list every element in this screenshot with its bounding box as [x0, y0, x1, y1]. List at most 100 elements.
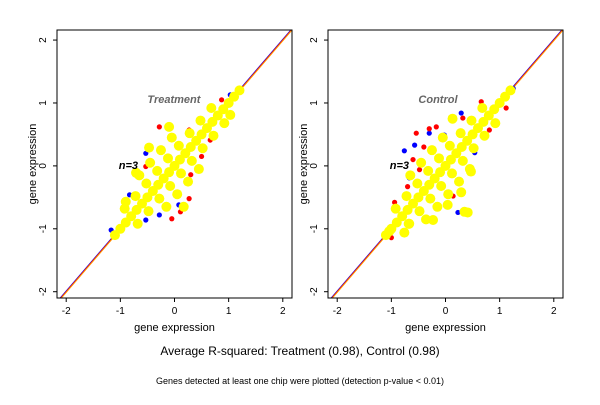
red-point	[416, 167, 423, 173]
yellow-point	[384, 226, 395, 237]
yellow-point	[195, 115, 206, 126]
blue-point	[412, 142, 418, 148]
control-panel: Control n=3 -2 -1 0 1 2 -2 -1 0 1 2 gene expression g…	[298, 29, 564, 334]
x-tick-label: -2	[333, 306, 342, 317]
yellow-point	[454, 176, 465, 187]
blue-point	[458, 110, 464, 116]
yellow-point	[416, 157, 427, 168]
yellow-point	[462, 207, 473, 218]
yellow-point	[178, 201, 189, 212]
yellow-point	[186, 155, 197, 166]
x-tick-label: -1	[387, 306, 396, 317]
y-tick-label: 2	[309, 37, 320, 43]
yellow-point	[183, 176, 194, 187]
yellow-point	[399, 227, 410, 238]
panel-title: Control	[418, 94, 458, 106]
identity-line	[331, 30, 563, 298]
yellow-point	[120, 196, 131, 207]
red-point	[460, 115, 466, 121]
identity-line	[331, 30, 563, 298]
yellow-point	[131, 167, 142, 178]
yellow-point	[428, 214, 439, 225]
yellow-point	[404, 218, 415, 229]
blue-point	[455, 209, 461, 216]
yellow-point	[479, 130, 490, 141]
blue-point	[143, 217, 149, 223]
red-point	[156, 124, 162, 130]
x-tick-label: 0	[443, 306, 449, 317]
yellow-point	[161, 201, 172, 212]
red-point	[503, 105, 509, 111]
yellow-point	[505, 85, 516, 96]
yellow-point	[166, 132, 177, 143]
y-tick-label: 2	[38, 37, 49, 43]
r-squared-summary: Average R-squared: Treatment (0.98), Con…	[160, 344, 439, 358]
yellow-point	[465, 166, 476, 177]
plot-area	[330, 30, 563, 298]
yellow-point	[141, 178, 152, 189]
yellow-point	[234, 85, 245, 96]
yellow-point	[444, 140, 455, 151]
yellow-point	[197, 143, 208, 154]
yellow-point	[132, 218, 143, 229]
blue-point	[401, 148, 407, 154]
plot-area	[59, 30, 292, 298]
yellow-point	[225, 109, 236, 120]
yellow-point	[414, 206, 425, 217]
yellow-point	[155, 145, 166, 156]
yellow-point	[163, 153, 174, 164]
yellow-point	[434, 153, 445, 164]
yellow-point	[490, 118, 501, 129]
red-point	[421, 144, 427, 150]
yellow-point	[152, 165, 163, 176]
treatment-panel: Treatment n=3 -2 -1 0 1 2 -2 -1 0 1 2 gene expressio…	[27, 29, 293, 334]
yellow-point	[164, 121, 175, 132]
yellow-point	[206, 103, 217, 114]
yellow-point	[466, 115, 477, 126]
x-tick-label: 2	[551, 306, 557, 317]
yellow-point	[426, 145, 437, 156]
yellow-point	[154, 193, 165, 204]
y-tick-label: 1	[309, 100, 320, 106]
red-point	[410, 156, 416, 163]
yellow-point	[130, 191, 141, 202]
y-tick-label: 0	[309, 163, 320, 169]
y-tick-label: -1	[309, 224, 320, 233]
x-tick-label: -2	[62, 306, 71, 317]
yellow-point	[390, 203, 401, 214]
yellow-point	[432, 201, 443, 212]
x-tick-label: 2	[280, 306, 286, 317]
yellow-point	[446, 168, 457, 179]
yellow-point	[175, 168, 186, 179]
red-point	[169, 216, 175, 222]
y-tick-label: 0	[38, 163, 49, 169]
identity-line	[59, 30, 292, 298]
yellow-point	[457, 155, 468, 166]
x-tick-label: 1	[497, 306, 503, 317]
yellow-point	[165, 181, 176, 192]
yellow-point	[423, 165, 434, 176]
x-tick-label: 1	[226, 306, 232, 317]
red-point	[426, 126, 432, 132]
identity-line	[60, 30, 292, 298]
red-point	[486, 127, 492, 133]
red-point	[188, 172, 194, 178]
yellow-point	[412, 178, 423, 189]
y-axis-label: gene expression	[298, 124, 310, 205]
y-tick-label: -2	[309, 287, 320, 296]
yellow-point	[208, 130, 219, 141]
red-point	[219, 97, 225, 103]
yellow-point	[443, 189, 454, 200]
yellow-point	[143, 206, 154, 217]
x-axis-label: gene expression	[134, 322, 215, 334]
y-tick-label: -1	[38, 224, 49, 233]
yellow-point	[145, 157, 156, 168]
x-tick-label: 0	[172, 306, 178, 317]
yellow-point	[442, 199, 453, 210]
yellow-point	[172, 189, 183, 200]
red-point	[186, 196, 192, 202]
yellow-point	[456, 187, 467, 198]
y-tick-label: -2	[38, 287, 49, 296]
yellow-point	[173, 140, 184, 151]
